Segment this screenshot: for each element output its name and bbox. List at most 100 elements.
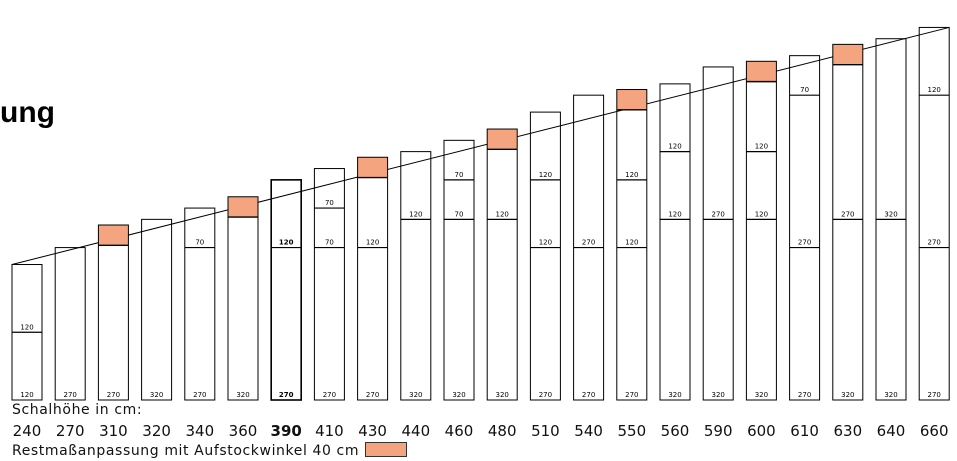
- panel-label: 120: [20, 323, 33, 331]
- panel-label: 270: [582, 391, 595, 399]
- panel-label: 270: [279, 391, 294, 399]
- formwork-column: [918, 26, 950, 401]
- height-value: 560: [660, 422, 690, 440]
- panel-label: 320: [409, 391, 422, 399]
- formwork-column: [616, 89, 648, 401]
- panel-label: 320: [884, 210, 897, 218]
- panel-label: 70: [455, 171, 464, 179]
- panel-label: 270: [64, 391, 77, 399]
- height-value: 630: [833, 422, 863, 440]
- adjustment-cap: [487, 129, 518, 150]
- height-value: 390: [270, 422, 302, 440]
- height-value: 540: [574, 422, 603, 440]
- height-value: 610: [790, 422, 819, 440]
- panel-label: 120: [366, 239, 379, 247]
- panel-label: 270: [798, 391, 811, 399]
- panel-label: 320: [755, 391, 768, 399]
- height-value: 590: [703, 422, 733, 440]
- height-value: 640: [876, 422, 906, 440]
- panel-label: 120: [279, 239, 294, 247]
- adjustment-cap: [98, 225, 129, 246]
- formwork-column: [400, 151, 432, 401]
- panel-label: 70: [195, 239, 204, 247]
- formwork-column: [313, 168, 345, 401]
- panel-label: 270: [928, 391, 941, 399]
- panel-label: 270: [841, 210, 854, 218]
- panel-label: 120: [539, 171, 552, 179]
- formwork-column: [141, 218, 173, 401]
- height-value: 480: [487, 422, 517, 440]
- adjustment-cap: [832, 44, 863, 65]
- panel-label: 70: [455, 210, 464, 218]
- height-values-row: 240 270 310 320 340 360 390 410 430 440 460 480 510 5…: [12, 422, 957, 442]
- panel-label: 320: [452, 391, 465, 399]
- panel-label: 320: [668, 391, 681, 399]
- panel-label: 320: [496, 391, 509, 399]
- panel-label: 320: [150, 391, 163, 399]
- height-value: 320: [142, 422, 171, 440]
- formwork-column: [832, 43, 864, 401]
- panel-label: 320: [841, 391, 854, 399]
- height-value: 410: [315, 422, 344, 440]
- panel-label: 320: [712, 391, 725, 399]
- panel-label: 270: [582, 239, 595, 247]
- panel-label: 120: [668, 143, 681, 151]
- formwork-column: [54, 247, 86, 401]
- formwork-column: [529, 111, 561, 401]
- page-title: ung: [0, 96, 55, 129]
- legend-swatch: [365, 442, 408, 457]
- panel-label: 320: [884, 391, 897, 399]
- panel-label: 70: [800, 86, 809, 94]
- height-value: 310: [99, 422, 128, 440]
- adjustment-cap: [228, 196, 258, 218]
- panel-label: 70: [325, 199, 334, 207]
- slope-line: [11, 26, 950, 266]
- formwork-column: [357, 156, 389, 401]
- panel-label: 270: [712, 210, 725, 218]
- formwork-column: [270, 179, 303, 401]
- height-label: Schalhöhe in cm:: [12, 402, 143, 418]
- height-value: 510: [531, 422, 560, 440]
- height-value: 460: [444, 422, 474, 440]
- height-value: 600: [747, 422, 776, 440]
- formwork-column: [184, 207, 216, 401]
- formwork-column: [97, 224, 129, 401]
- panel-label: 270: [193, 391, 206, 399]
- formwork-column: [227, 196, 259, 401]
- height-value: 550: [617, 422, 647, 440]
- panel-label: 120: [496, 210, 509, 218]
- panel-label: 270: [625, 391, 638, 399]
- formwork-column: [745, 60, 777, 401]
- height-value: 240: [12, 422, 42, 440]
- height-value: 430: [358, 422, 387, 440]
- panel-label: 120: [20, 391, 33, 399]
- adjustment-cap: [616, 89, 647, 110]
- panel-label: 270: [798, 239, 811, 247]
- panel-label: 120: [409, 210, 422, 218]
- panel-label: 120: [755, 143, 768, 151]
- panel-label: 270: [928, 239, 941, 247]
- formwork-column: [789, 55, 821, 401]
- panel-label: 120: [625, 171, 638, 179]
- panel-label: 270: [323, 391, 336, 399]
- panel-label: 270: [366, 391, 379, 399]
- panel-label: 120: [755, 210, 768, 218]
- adjustment-cap: [746, 61, 777, 82]
- height-value: 660: [919, 422, 949, 440]
- panel-label: 320: [236, 391, 249, 399]
- panel-label: 70: [325, 239, 334, 247]
- panel-label: 270: [539, 391, 552, 399]
- adjustment-cap: [357, 157, 388, 178]
- panel-label: 270: [107, 391, 120, 399]
- formwork-column: [702, 66, 734, 401]
- height-value: 340: [185, 422, 215, 440]
- height-value: 360: [228, 422, 258, 440]
- panel-label: 120: [625, 239, 638, 247]
- formwork-column: [659, 83, 691, 401]
- legend-text: Restmaßanpassung mit Aufstockwinkel 40 c…: [12, 443, 360, 459]
- panel-label: 120: [928, 86, 941, 94]
- panel-label: 120: [539, 239, 552, 247]
- legend: Restmaßanpassung mit Aufstockwinkel 40 c…: [12, 442, 408, 459]
- formwork-column: [443, 139, 475, 401]
